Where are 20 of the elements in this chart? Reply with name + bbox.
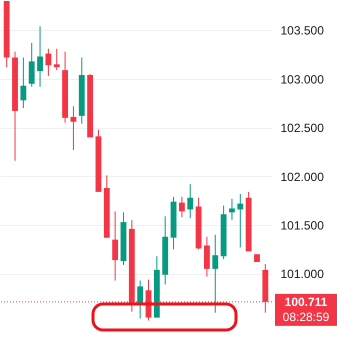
- text: 08:28:59: [282, 310, 330, 324]
- y-tick-label: 102.000: [280, 170, 324, 184]
- candlestick: [28, 42, 35, 88]
- candlestick: [187, 184, 194, 219]
- y-tick-label: 103.000: [280, 72, 324, 86]
- y-tick-label: 101.500: [280, 218, 324, 233]
- candlestick: [37, 26, 43, 88]
- candlestick: [20, 56, 26, 109]
- ref-line-label: 100.711: [284, 294, 328, 309]
- candlestick: [70, 106, 76, 151]
- candlestick: [229, 198, 235, 221]
- y-tick-label: 103.500: [280, 24, 324, 38]
- candlestick: [212, 234, 218, 314]
- candlestick: [237, 193, 244, 248]
- y-tick-label: 102.500: [280, 121, 324, 136]
- y-tick-label: 101.000: [280, 267, 324, 282]
- candlestick: [112, 210, 118, 282]
- candlestick: [178, 196, 185, 218]
- candlestick: [204, 236, 210, 278]
- candlestick: [45, 48, 52, 76]
